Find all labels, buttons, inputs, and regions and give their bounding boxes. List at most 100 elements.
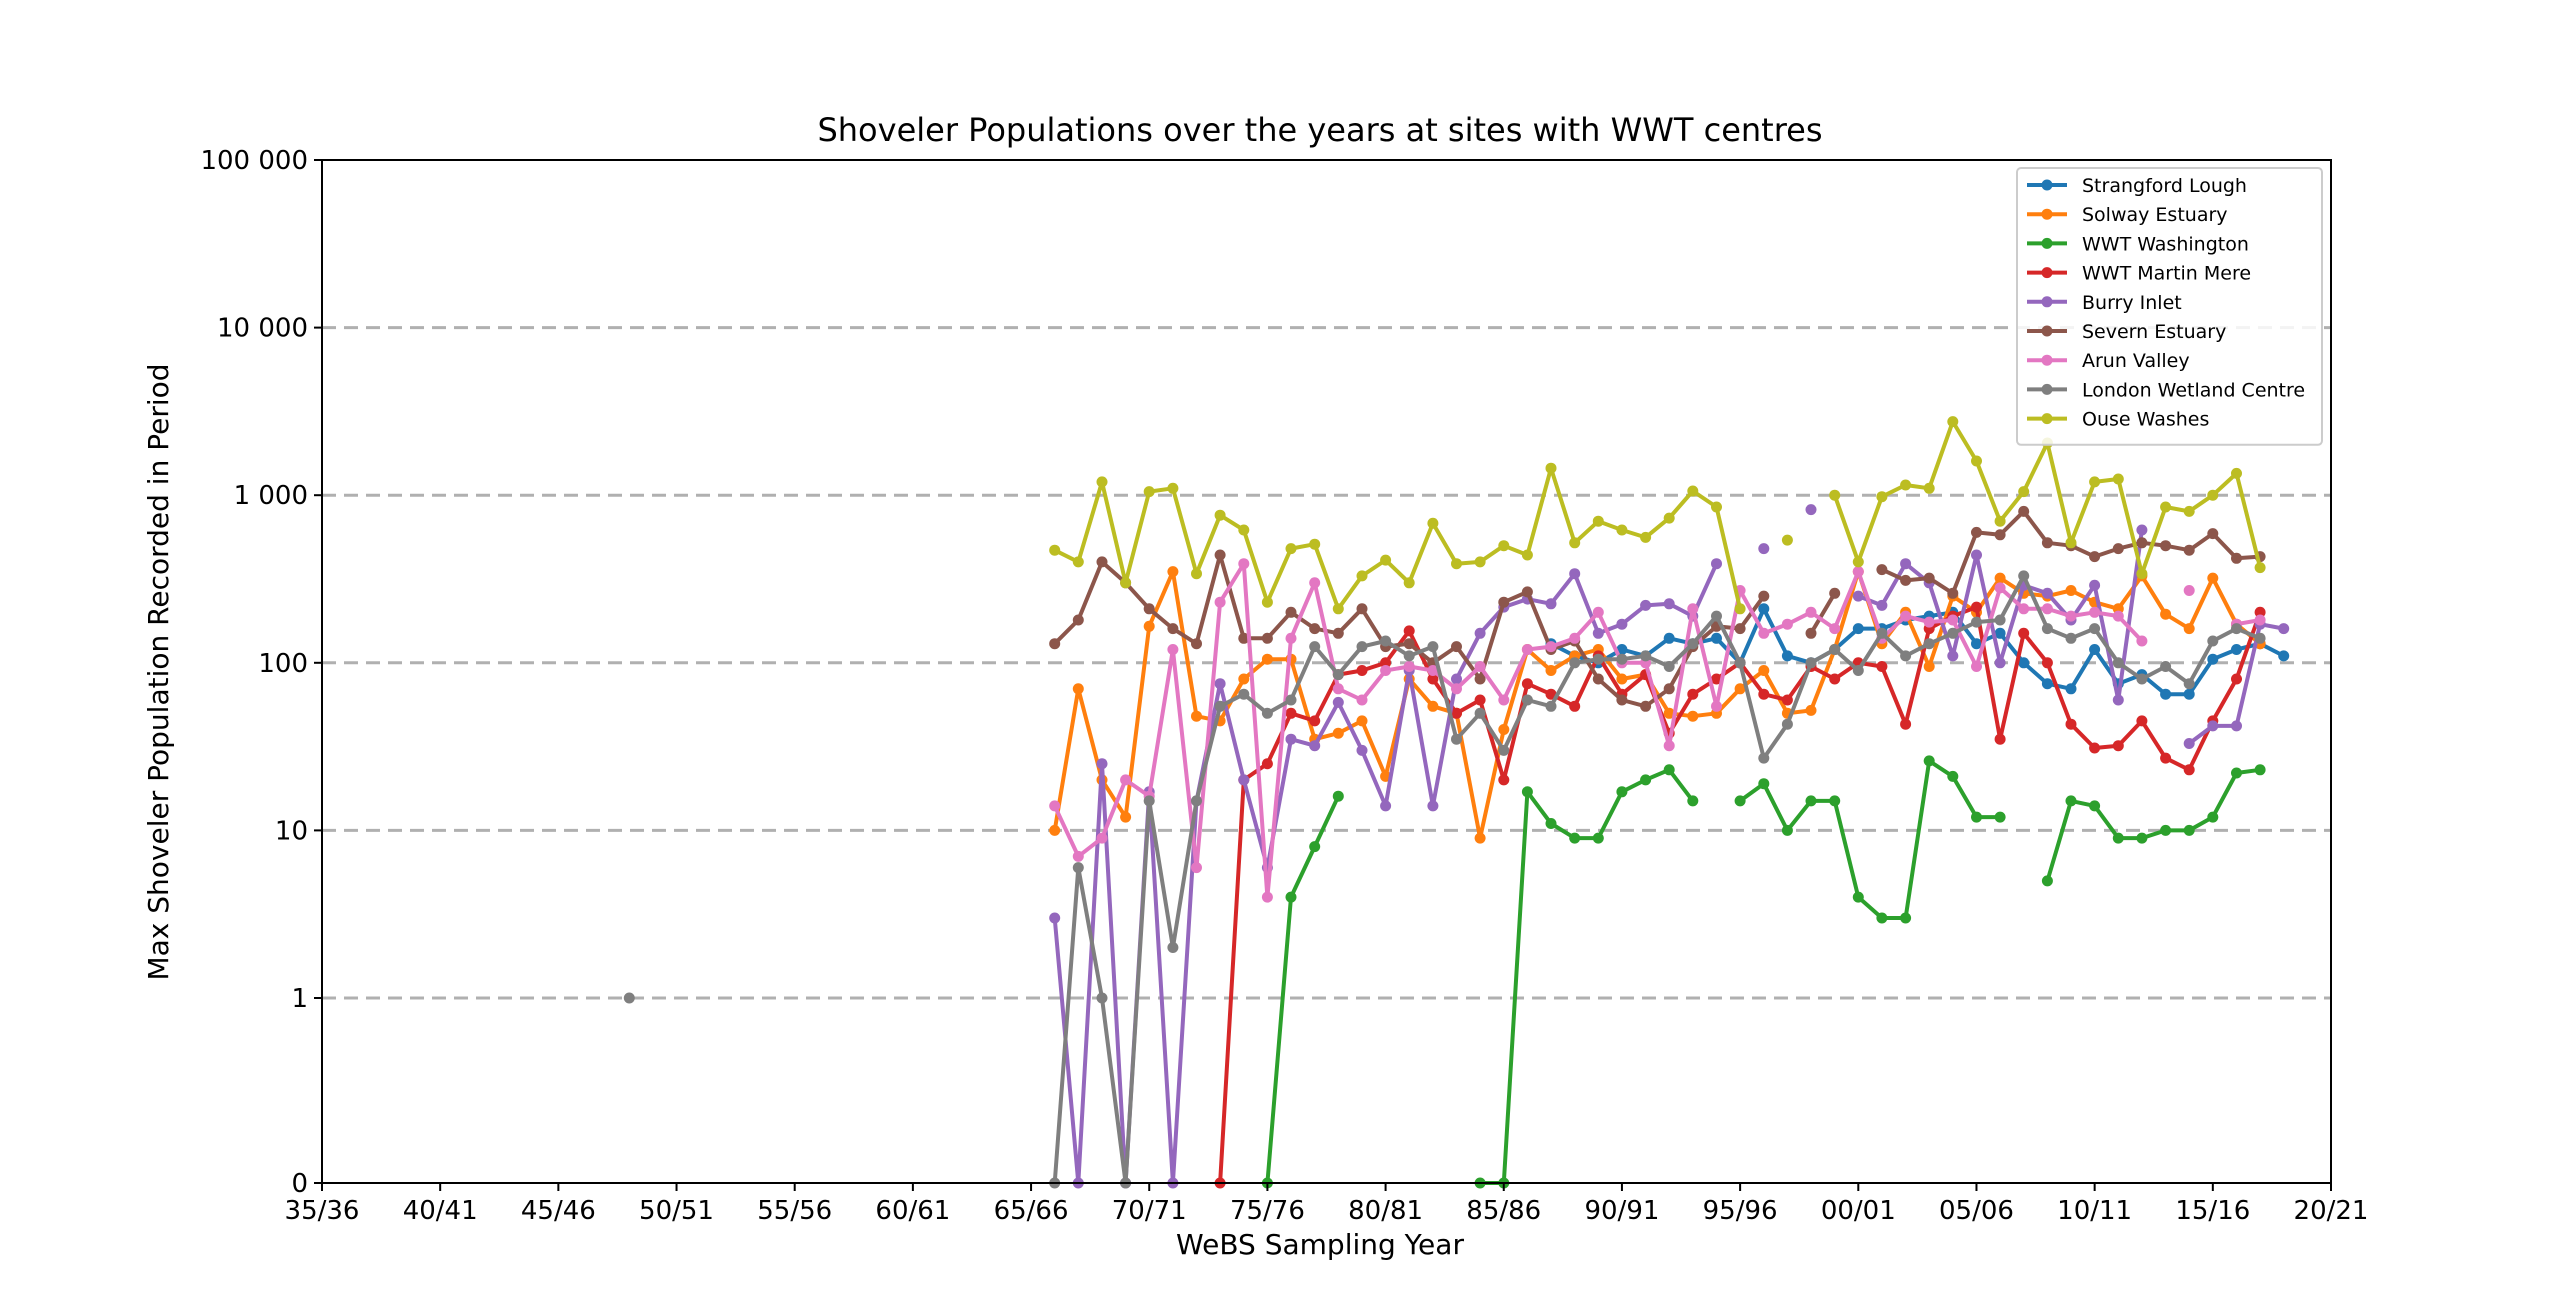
data-point [1332,790,1344,802]
data-point [1758,543,1770,555]
data-point [1545,641,1557,653]
data-point [1545,462,1557,474]
data-point [1805,606,1817,618]
data-point [2160,661,2172,672]
data-point [1758,665,1770,676]
data-point [2278,650,2290,662]
x-tick-label: 10/11 [2057,1196,2132,1226]
data-point [2018,603,2030,615]
data-point [2231,552,2242,564]
data-point [1332,727,1344,739]
data-point [1663,707,1675,719]
data-point [2041,587,2053,599]
data-point [1805,657,1817,669]
legend-label: WWT Martin Mere [2082,263,2251,285]
data-point [1994,657,2006,669]
data-point [1734,623,1746,635]
data-point [1403,577,1415,589]
data-point [1569,537,1581,549]
data-point [1356,665,1368,676]
data-point [1947,627,1959,639]
data-point [2065,610,2077,622]
data-point [1451,683,1462,695]
x-tick-label: 50/51 [639,1196,714,1226]
data-point [2065,632,2077,644]
data-point [1309,641,1321,653]
data-point [1640,650,1652,662]
data-point [1096,832,1108,844]
data-point [1072,850,1084,862]
data-point [1734,795,1746,807]
data-point [1167,482,1179,494]
legend-marker [2041,208,2053,220]
data-point [1380,554,1392,566]
data-point [2183,623,2195,635]
x-tick-label: 20/21 [2294,1196,2369,1226]
data-point [1923,616,1935,628]
data-point [1994,733,2006,745]
data-point [1900,912,1912,924]
data-point [1971,526,1982,538]
series-line [1265,795,1341,1184]
legend-marker [2041,237,2053,249]
data-point [1214,509,1226,521]
data-point [2089,623,2101,635]
data-point [1332,696,1344,708]
data-point [1616,694,1628,706]
data-point [1616,786,1628,798]
data-point [1592,606,1604,618]
x-tick-label: 75/76 [1230,1196,1305,1226]
data-point [1474,556,1486,568]
legend-label: Burry Inlet [2082,292,2182,314]
y-tick-label: 10 [275,816,308,846]
data-point [1947,587,1959,599]
data-point [1687,688,1699,700]
data-point [1545,598,1557,610]
data-point [1923,661,1935,672]
data-point [1994,582,2006,594]
data-point [1498,694,1510,706]
data-point [1474,694,1486,706]
data-point [1143,603,1155,615]
data-point [2207,811,2219,823]
y-tick-label: 100 [258,649,308,679]
y-tick-label: 100 000 [200,146,308,176]
data-point [1994,515,2006,527]
series-line [2045,767,2261,882]
data-point [2041,657,2053,669]
data-point [1687,710,1699,722]
data-point [1900,610,1912,622]
data-point [1592,653,1604,665]
x-tick-label: 85/86 [1466,1196,1541,1226]
data-point [2112,610,2124,622]
data-point [2018,657,2030,669]
series-line [1881,509,2261,596]
data-point [1711,673,1722,685]
data-point [2112,657,2124,669]
data-point [1285,543,1297,555]
data-point [1214,678,1226,690]
data-point [1096,556,1108,568]
data-point [1971,601,1982,613]
legend-item: Severn Estuary [2027,321,2226,343]
data-point [1356,715,1368,727]
data-point [1380,657,1392,669]
x-tick-label: 70/71 [1112,1196,1187,1226]
data-point [1521,549,1533,561]
data-point [1781,718,1793,730]
data-point [1309,538,1321,550]
data-point [1261,707,1273,719]
data-point [1427,673,1439,685]
data-point [1285,606,1297,618]
data-point [2183,688,2195,700]
data-point [1758,590,1770,602]
data-point [1427,517,1439,529]
data-point [1687,638,1699,650]
data-point [1994,811,2006,823]
series-solway-estuary [1049,566,2266,844]
legend-marker [2041,179,2053,191]
series-line [1480,767,1695,1185]
x-tick-label: 40/41 [403,1196,478,1226]
data-point [2041,537,2053,549]
